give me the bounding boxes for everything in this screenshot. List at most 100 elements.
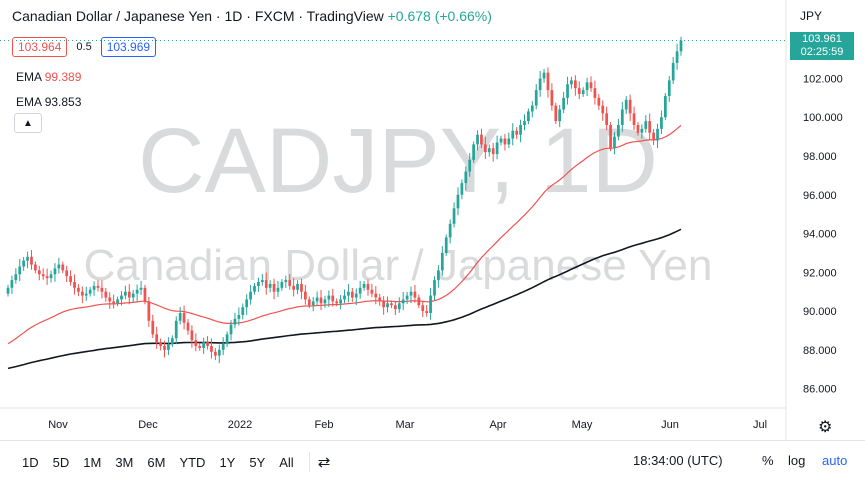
candle-body	[656, 128, 659, 141]
range-5d-button[interactable]: 5D	[52, 454, 70, 470]
candle-body	[358, 287, 362, 294]
candle-body	[609, 124, 612, 149]
time-tick-label: Dec	[138, 419, 158, 431]
candle-body	[37, 270, 41, 275]
time-tick-label: Jun	[661, 419, 679, 431]
candlestick-chart[interactable]: CADJPY, 1D Canadian Dollar / Japanese Yen…	[0, 0, 865, 440]
utc-clock[interactable]: 18:34:00 (UTC)	[633, 453, 723, 468]
candle-body	[382, 301, 385, 308]
candle-body	[503, 138, 507, 145]
candle-body	[96, 285, 100, 288]
candle-body	[538, 78, 542, 91]
candle-body	[378, 297, 382, 302]
candle-body	[225, 334, 229, 345]
candle-body	[84, 293, 88, 296]
ema-slow-line	[7, 228, 682, 370]
candle-body	[249, 291, 252, 300]
candle-body	[57, 264, 61, 269]
candle-body	[151, 320, 155, 335]
current-price: 103.961	[802, 33, 842, 46]
candle-body	[417, 297, 421, 306]
candle-body	[515, 130, 519, 135]
candle-body	[73, 282, 76, 288]
gear-icon[interactable]: ⚙	[818, 419, 833, 436]
date-range-icon[interactable]: ⇄	[317, 454, 331, 471]
candle-body	[350, 291, 354, 298]
candle-body	[362, 283, 366, 288]
candle-body	[620, 109, 624, 125]
candle-body	[206, 342, 209, 346]
candle-body	[632, 113, 636, 125]
chevron-up-icon: ▲	[23, 117, 33, 129]
price-tick-label: 88.000	[803, 345, 837, 357]
bottom-toolbar: 1D 5D 1M 3M 6M YTD 1Y 5Y All ⇄ 18:34:00 …	[0, 440, 865, 483]
range-all-button[interactable]: All	[279, 454, 294, 470]
auto-scale-toggle[interactable]: auto	[822, 453, 848, 468]
candle-body	[425, 311, 429, 314]
candle-body	[679, 40, 683, 52]
range-6m-button[interactable]: 6M	[147, 454, 166, 470]
candle-body	[18, 266, 22, 275]
ema-fast-legend[interactable]: EMA 99.389	[16, 70, 81, 84]
candle-body	[640, 128, 644, 133]
chart-area[interactable]: CADJPY, 1D Canadian Dollar / Japanese Yen…	[0, 0, 865, 440]
candle-body	[147, 301, 151, 321]
candle-body	[374, 293, 378, 298]
candle-body	[530, 105, 534, 112]
range-1m-button[interactable]: 1M	[83, 454, 102, 470]
candle-body	[397, 303, 401, 310]
candle-body	[523, 121, 526, 125]
candle-body	[186, 322, 190, 331]
candle-body	[335, 301, 339, 304]
candle-body	[233, 318, 237, 325]
ema-slow-legend[interactable]: EMA 93.853	[16, 95, 81, 109]
candle-body	[464, 171, 468, 184]
candle-body	[217, 349, 221, 356]
candle-body	[100, 287, 104, 292]
price-tick-label: 98.000	[803, 151, 837, 163]
range-3m-button[interactable]: 3M	[115, 454, 134, 470]
candle-body	[546, 72, 550, 91]
candle-body	[667, 80, 671, 96]
candle-body	[241, 307, 245, 315]
currency-label[interactable]: JPY	[800, 9, 823, 23]
range-ytd-button[interactable]: YTD	[179, 454, 206, 470]
log-scale-toggle[interactable]: log	[788, 453, 806, 468]
candle-body	[421, 305, 425, 312]
candle-body	[339, 299, 342, 304]
price-change: +0.678 (+0.66%)	[387, 8, 492, 24]
percent-scale-toggle[interactable]: %	[762, 453, 774, 468]
collapse-legend-button[interactable]: ▲	[14, 113, 42, 133]
candle-body	[636, 124, 640, 133]
candle-body	[507, 138, 511, 145]
candle-body	[124, 291, 127, 296]
candle-body	[311, 301, 315, 306]
candle-body	[605, 113, 609, 125]
toolbar-divider	[308, 452, 310, 472]
candle-body	[221, 344, 225, 350]
candle-body	[69, 276, 72, 282]
price-tick-label: 96.000	[803, 190, 837, 202]
candle-body	[519, 124, 522, 135]
candle-body	[511, 130, 515, 139]
candle-body	[624, 99, 628, 110]
candle-body	[163, 345, 166, 350]
candle-body	[14, 274, 18, 281]
range-5y-button[interactable]: 5Y	[249, 454, 266, 470]
buy-price-button[interactable]: 103.969	[100, 37, 157, 57]
range-1y-button[interactable]: 1Y	[219, 454, 236, 470]
candle-body	[550, 90, 554, 106]
candle-body	[437, 270, 440, 281]
candle-body	[214, 351, 217, 356]
candle-body	[542, 72, 546, 79]
sell-price-button[interactable]: 103.964	[12, 37, 68, 57]
candle-body	[613, 136, 616, 149]
candle-body	[272, 283, 276, 292]
candle-body	[562, 97, 565, 110]
candle-body	[229, 324, 233, 335]
range-1d-button[interactable]: 1D	[22, 454, 39, 470]
candle-body	[34, 264, 37, 271]
candle-body	[429, 295, 432, 314]
candle-body	[487, 148, 491, 153]
candle-body	[527, 111, 530, 122]
